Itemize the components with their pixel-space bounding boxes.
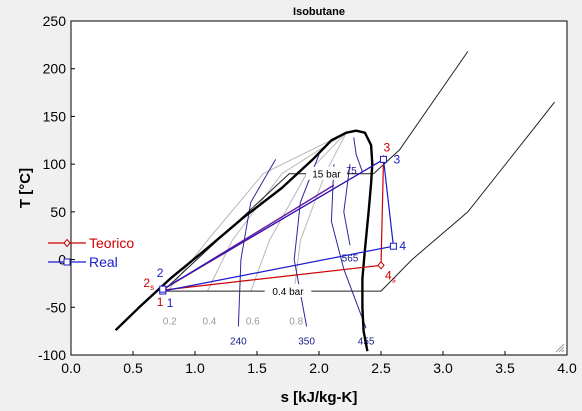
x-tick-label: 2.5: [371, 360, 391, 376]
x-axis-label: s [kJ/kg-K]: [281, 389, 358, 406]
point-label: 4s: [385, 268, 396, 284]
isochore-label: 240: [230, 336, 247, 347]
y-tick-label: 0: [58, 252, 66, 268]
isobar-line: [163, 51, 469, 291]
point-label: 3: [393, 152, 400, 166]
marker-real: [379, 155, 387, 163]
marker-real: [389, 242, 397, 250]
quality-label: 0.4: [202, 316, 216, 327]
y-tick-label: 150: [43, 108, 67, 124]
legend-label: Real: [89, 254, 118, 270]
point-label: 2: [157, 266, 164, 280]
x-axis-ticks: 0.0 0.5 1.0 1.5 2.0 2.5 3.0 3.5 4.0: [61, 351, 577, 376]
legend-marker: [63, 258, 71, 266]
isobar-label: 0.4 bar: [272, 287, 304, 298]
legend: Teorico Real: [48, 235, 134, 270]
x-tick-label: 1.0: [185, 360, 205, 376]
quality-line: [250, 132, 347, 292]
quality-label: 0.2: [163, 316, 177, 327]
legend-marker: [63, 238, 71, 248]
point-label: 1: [157, 295, 164, 309]
isochore-label: 350: [298, 336, 315, 347]
point-label: 4: [399, 239, 406, 253]
y-tick-label: 250: [43, 13, 67, 29]
point-label: 3: [383, 140, 390, 154]
isochore-line: [330, 164, 367, 329]
point-label: 1: [167, 296, 174, 310]
plot-area: [70, 20, 568, 356]
x-tick-label: 0.5: [123, 360, 143, 376]
point-label: 2s: [143, 276, 154, 292]
y-tick-label: 100: [43, 156, 67, 172]
x-tick-label: 1.5: [247, 360, 267, 376]
isobar-label-bg: [264, 284, 312, 298]
isobar-label-bg: [306, 166, 347, 180]
isobar-line: [164, 101, 555, 292]
saturation-dome: [114, 129, 374, 352]
saturation-dome-line: [114, 129, 374, 352]
isochore-line: [353, 137, 363, 172]
x-tick-label: 2.0: [309, 360, 329, 376]
isobar-label: 15 bar: [312, 170, 341, 181]
x-tick-label: 4.0: [557, 360, 577, 376]
quality-label: 0.6: [246, 316, 260, 327]
y-tick-label: -100: [38, 347, 66, 363]
marker-teorico: [377, 261, 385, 270]
chart-title: Isobutane: [293, 6, 345, 18]
isochore-line: [237, 159, 277, 327]
isobars: 15 bar 0.4 bar: [163, 51, 555, 298]
x-tick-label: 0.0: [61, 360, 81, 376]
marker-real: [159, 285, 167, 293]
y-tick-label: -50: [46, 299, 66, 315]
isochore-label: 675: [340, 166, 357, 177]
y-tick-label: 50: [50, 204, 66, 220]
isochore-label: 565: [342, 253, 359, 264]
legend-label: Teorico: [89, 235, 134, 251]
y-tick-label: 200: [43, 61, 67, 77]
x-tick-label: 3.5: [495, 360, 515, 376]
resize-grip-icon[interactable]: [555, 343, 565, 353]
y-axis-ticks: -100 -50 0 50 100 150 200 250: [38, 13, 75, 363]
quality-line: [293, 132, 347, 292]
y-axis-label: T [°C]: [17, 168, 34, 208]
x-tick-label: 3.0: [433, 360, 453, 376]
quality-label: 0.8: [289, 316, 303, 327]
